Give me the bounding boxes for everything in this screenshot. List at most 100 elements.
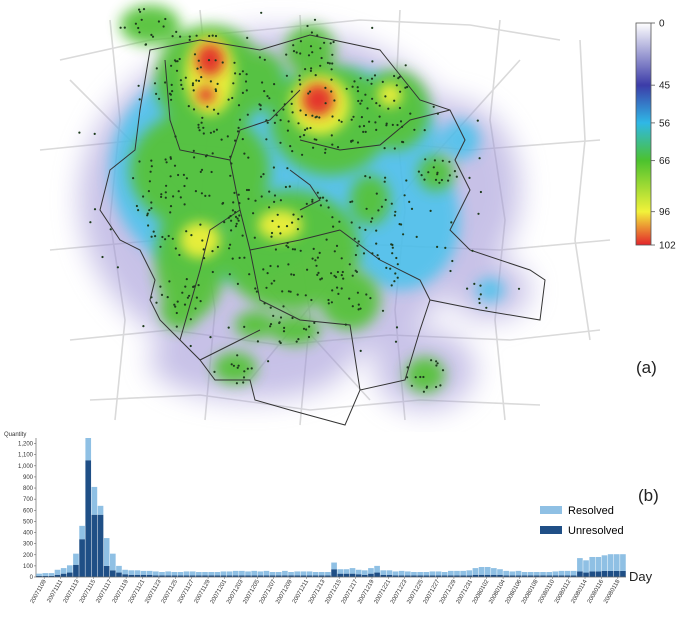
sample-point — [256, 340, 259, 343]
sample-point — [262, 173, 265, 176]
sample-point — [365, 207, 368, 210]
bar-resolved — [122, 569, 128, 575]
sample-point — [316, 331, 320, 334]
y-tick-label: 1,200 — [18, 442, 34, 448]
sample-point — [364, 175, 367, 178]
panel-label-b: (b) — [638, 486, 659, 505]
sample-point — [451, 259, 454, 263]
bar-unresolved — [282, 575, 288, 577]
sample-point — [370, 82, 373, 85]
sample-point — [260, 175, 263, 178]
sample-point — [273, 121, 276, 124]
bar-unresolved — [275, 575, 282, 577]
x-tick-label: 20080118 — [603, 578, 622, 604]
sample-point — [172, 195, 175, 198]
sample-point — [365, 293, 368, 296]
sample-point — [311, 200, 314, 203]
colorbar-tick-label: 45 — [659, 81, 671, 92]
sample-point — [331, 289, 334, 292]
sample-point — [297, 218, 300, 221]
x-axis-label: Day — [629, 569, 653, 584]
sample-point — [171, 35, 174, 38]
bar-resolved — [552, 571, 559, 576]
sample-point — [316, 34, 319, 37]
sample-point — [310, 31, 313, 34]
sample-point — [138, 31, 141, 34]
sample-point — [393, 280, 396, 283]
x-axis: 2007110920071111200711132007111520071117… — [30, 576, 626, 605]
bar-unresolved — [60, 573, 67, 577]
bar-unresolved — [417, 575, 423, 577]
sample-point — [316, 256, 319, 259]
sample-point — [291, 316, 294, 320]
bar-resolved — [306, 571, 313, 576]
bar-unresolved — [269, 575, 276, 577]
sample-point — [331, 216, 334, 219]
sample-point — [348, 297, 351, 300]
bar-resolved — [460, 570, 466, 576]
sample-point — [151, 35, 155, 38]
sample-point — [301, 153, 304, 156]
sample-point — [169, 156, 172, 159]
sample-point — [399, 90, 402, 93]
sample-point — [304, 68, 307, 71]
bar-resolved — [263, 570, 270, 576]
sample-point — [230, 363, 233, 366]
sample-point — [414, 376, 417, 379]
sample-point — [355, 270, 358, 273]
sample-point — [290, 273, 293, 276]
sample-point — [373, 74, 377, 77]
sample-point — [324, 151, 327, 154]
bar-unresolved — [472, 574, 479, 577]
y-tick-label: 800 — [23, 486, 34, 492]
sample-point — [123, 26, 126, 29]
bar-resolved — [318, 572, 325, 576]
sample-point — [385, 124, 388, 127]
bar-unresolved — [239, 575, 245, 577]
sample-point — [286, 167, 289, 170]
sample-point — [148, 209, 151, 212]
sample-point — [364, 130, 367, 133]
bar-unresolved — [392, 575, 399, 577]
bar-unresolved — [491, 574, 497, 577]
sample-point — [269, 323, 273, 326]
sample-point — [358, 125, 361, 128]
sample-point — [345, 87, 348, 90]
sample-point — [340, 257, 343, 260]
bar-unresolved — [312, 575, 319, 577]
bar-unresolved — [97, 514, 104, 577]
bar-resolved — [558, 570, 565, 576]
sample-point — [279, 341, 282, 345]
sample-point — [276, 265, 279, 268]
sample-point — [146, 214, 149, 217]
sample-point — [327, 206, 330, 209]
sample-point — [368, 176, 371, 179]
sample-point — [324, 86, 327, 89]
sample-point — [227, 216, 230, 219]
sample-point — [325, 199, 328, 202]
sample-point — [306, 127, 309, 130]
sample-point — [517, 287, 521, 290]
sample-point — [313, 18, 317, 21]
sample-point — [157, 20, 160, 23]
sample-point — [444, 246, 447, 249]
sample-point — [189, 318, 192, 321]
sample-point — [214, 59, 217, 62]
sample-point — [320, 56, 323, 60]
sample-point — [191, 84, 194, 87]
sample-point — [201, 116, 204, 119]
sample-point — [231, 96, 234, 100]
sample-point — [229, 243, 232, 246]
sample-point — [393, 147, 396, 150]
y-tick-label: 1,000 — [18, 464, 34, 470]
bar-unresolved — [232, 575, 239, 577]
sample-point — [325, 238, 328, 241]
bar-resolved — [79, 525, 85, 540]
legend-label-unresolved: Unresolved — [568, 525, 624, 537]
bar-resolved — [128, 570, 135, 575]
sample-point — [281, 290, 284, 293]
bar-resolved — [546, 572, 552, 576]
bar-unresolved — [288, 575, 294, 577]
bar-resolved — [601, 555, 608, 571]
bar-resolved — [435, 571, 442, 576]
